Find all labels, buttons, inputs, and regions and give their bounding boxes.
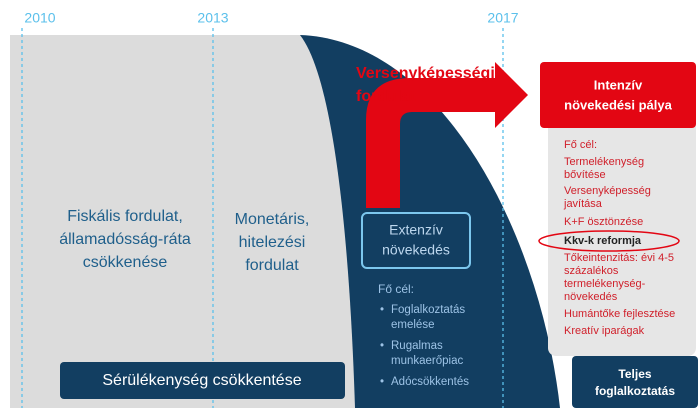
- fiscal-text: Fiskális fordulat,: [67, 208, 183, 225]
- intensive-goal: százalékos: [564, 265, 619, 277]
- bullet: •: [380, 304, 384, 316]
- year: 2013: [197, 10, 228, 26]
- monetary-text: hitelezési: [239, 234, 306, 251]
- extensive-goal: Adócsökkentés: [391, 376, 469, 388]
- intensive-title: növekedési pálya: [564, 97, 672, 112]
- intensive-goal: termelékenység-: [564, 278, 646, 290]
- extensive-box: [361, 212, 471, 269]
- arrow: [366, 62, 528, 208]
- vulnerability-text: Sérülékenység csökkentése: [102, 372, 301, 389]
- vulnerability-box: [60, 362, 345, 399]
- fiscal-text: csökkenése: [83, 254, 168, 271]
- turn-text: Versenyképességi: [356, 65, 495, 82]
- intensive-goal: Kreatív iparágak: [564, 325, 645, 337]
- intensive-title: Intenzív: [594, 77, 643, 92]
- extensive-heading: Fő cél:: [378, 282, 414, 296]
- extensive-title: növekedés: [382, 242, 450, 258]
- employment-box: [572, 356, 698, 408]
- intensive-goal: növekedés: [564, 291, 618, 303]
- employment-text: Teljes: [618, 367, 651, 381]
- intensive-goal: javítása: [563, 198, 603, 210]
- year: 2017: [487, 10, 518, 26]
- extensive-title: Extenzív: [389, 222, 443, 238]
- employment-text: foglalkoztatás: [595, 384, 675, 398]
- fiscal-text: államadósság-ráta: [59, 231, 191, 248]
- monetary-text: Monetáris,: [235, 211, 310, 228]
- monetary-text: fordulat: [245, 257, 299, 274]
- intensive-panel: [548, 110, 696, 356]
- intensive-goal: K+F ösztönzése: [564, 216, 643, 228]
- extensive-goal: munkaerőpiac: [391, 355, 463, 367]
- intensive-goal: Versenyképesség: [564, 185, 651, 197]
- bullet: •: [380, 340, 384, 352]
- highlight-ellipse: [538, 230, 680, 252]
- intensive-goal: bővítése: [564, 169, 606, 181]
- gray-area: [10, 35, 355, 408]
- bullet: •: [380, 376, 384, 388]
- year: 2010: [24, 10, 55, 26]
- extensive-goal: Foglalkoztatás: [391, 304, 465, 316]
- intensive-goal: Kkv-k reformja: [564, 235, 642, 247]
- turn-text: fordulat: [356, 88, 416, 105]
- extensive-goal: Rugalmas: [391, 340, 443, 352]
- intensive-goal: Tőkeintenzitás: évi 4-5: [564, 252, 674, 264]
- intensive-heading: Fő cél:: [564, 139, 597, 151]
- extensive-goal: emelése: [391, 319, 434, 331]
- intensive-goal: Humántőke fejlesztése: [564, 308, 675, 320]
- intensive-box: [540, 62, 696, 128]
- intensive-goal: Termelékenység: [564, 156, 644, 168]
